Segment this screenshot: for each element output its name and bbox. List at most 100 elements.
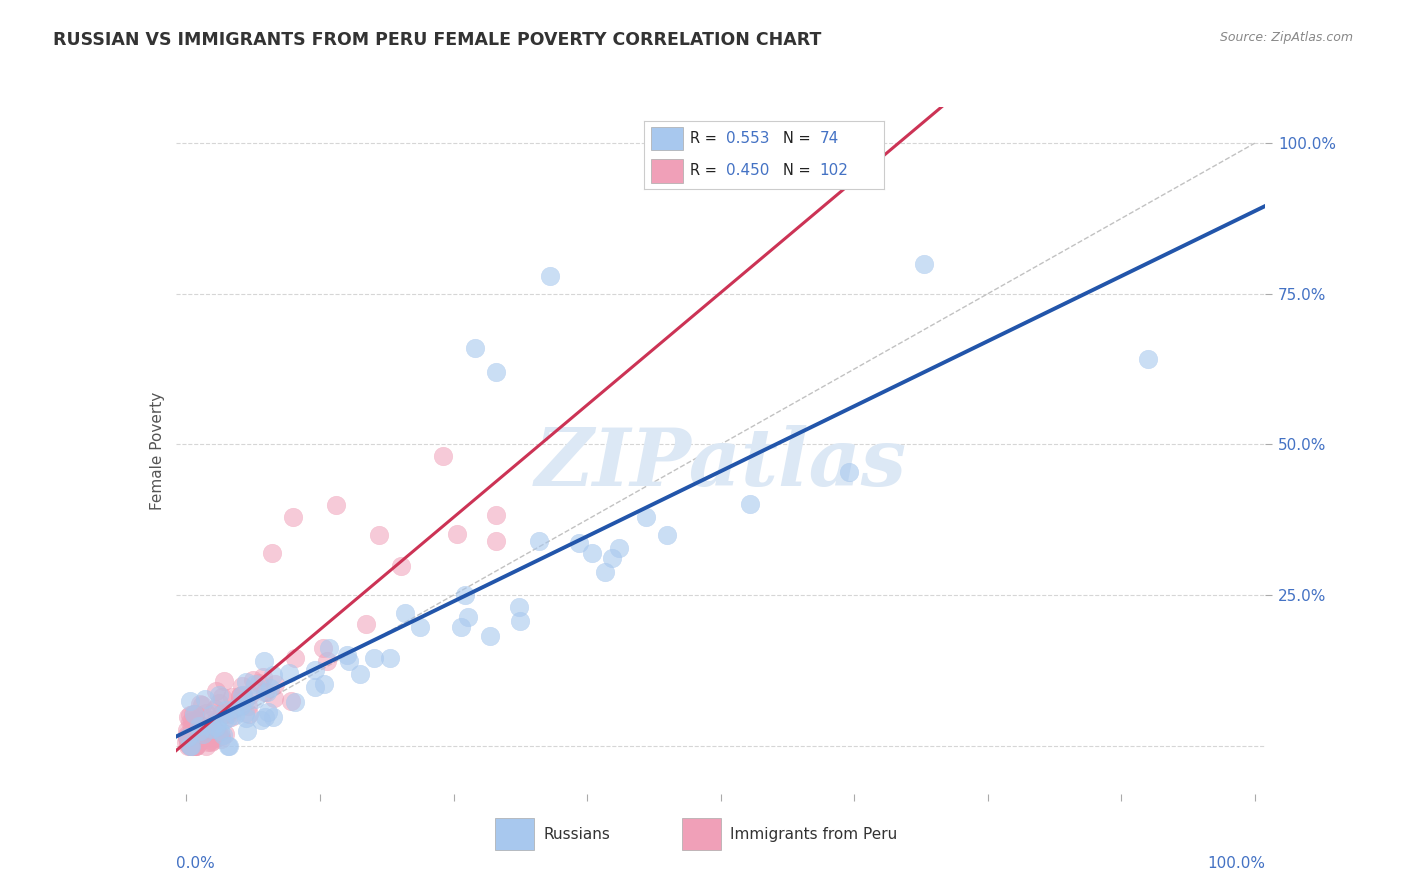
- Point: [204, 729, 226, 743]
- Point: [214, 727, 236, 741]
- Text: RUSSIAN VS IMMIGRANTS FROM PERU FEMALE POVERTY CORRELATION CHART: RUSSIAN VS IMMIGRANTS FROM PERU FEMALE P…: [53, 31, 821, 49]
- Point: [283, 509, 305, 524]
- Point: [179, 707, 201, 722]
- Point: [209, 729, 232, 743]
- Text: R =: R =: [690, 163, 717, 178]
- Point: [538, 268, 561, 283]
- Point: [181, 739, 204, 753]
- Point: [202, 723, 225, 738]
- Point: [242, 673, 264, 688]
- Point: [201, 734, 224, 748]
- Point: [188, 722, 211, 736]
- Point: [568, 536, 591, 550]
- Point: [212, 728, 235, 742]
- Point: [354, 616, 377, 631]
- Text: N =: N =: [783, 163, 811, 178]
- Point: [190, 724, 212, 739]
- Point: [432, 450, 454, 464]
- Text: N =: N =: [783, 131, 811, 146]
- Point: [177, 730, 200, 744]
- FancyBboxPatch shape: [651, 127, 683, 151]
- Point: [201, 707, 224, 722]
- Point: [184, 714, 207, 729]
- Point: [197, 723, 219, 737]
- Point: [229, 689, 252, 703]
- Point: [367, 528, 389, 542]
- Text: Immigrants from Peru: Immigrants from Peru: [730, 827, 897, 841]
- Point: [249, 713, 271, 727]
- Point: [204, 702, 226, 716]
- Point: [181, 719, 204, 733]
- Point: [204, 720, 226, 734]
- Point: [188, 719, 211, 733]
- Text: R =: R =: [690, 131, 717, 146]
- Point: [215, 703, 238, 717]
- Point: [233, 693, 256, 707]
- Point: [197, 735, 219, 749]
- Point: [284, 694, 307, 708]
- Point: [211, 690, 233, 704]
- Point: [201, 722, 224, 736]
- Text: 102: 102: [820, 163, 848, 178]
- Point: [593, 565, 616, 579]
- Point: [509, 614, 531, 628]
- Point: [181, 739, 204, 753]
- Point: [193, 720, 215, 734]
- Point: [454, 588, 477, 602]
- Point: [190, 697, 212, 711]
- Point: [634, 509, 657, 524]
- Point: [409, 620, 432, 634]
- Point: [224, 700, 246, 714]
- Point: [181, 732, 204, 747]
- Text: Source: ZipAtlas.com: Source: ZipAtlas.com: [1219, 31, 1353, 45]
- Point: [284, 651, 307, 665]
- Point: [181, 739, 204, 753]
- Point: [186, 739, 208, 753]
- Point: [200, 735, 222, 749]
- Point: [229, 689, 252, 703]
- Point: [200, 732, 222, 747]
- Point: [195, 739, 218, 753]
- Point: [304, 680, 326, 694]
- Point: [184, 739, 207, 753]
- Point: [262, 710, 284, 724]
- Point: [217, 711, 239, 725]
- Point: [485, 508, 508, 522]
- Point: [217, 739, 239, 753]
- Point: [179, 694, 201, 708]
- Point: [176, 730, 198, 744]
- Point: [180, 739, 202, 753]
- FancyBboxPatch shape: [651, 160, 683, 183]
- Point: [446, 526, 468, 541]
- Point: [389, 559, 412, 574]
- Point: [207, 696, 229, 710]
- Point: [201, 731, 224, 745]
- Point: [207, 715, 229, 730]
- Point: [177, 731, 200, 745]
- Point: [212, 674, 235, 689]
- Point: [235, 706, 257, 721]
- Point: [183, 729, 205, 743]
- Point: [204, 714, 226, 729]
- Point: [228, 694, 250, 708]
- Point: [181, 739, 204, 753]
- Point: [231, 688, 253, 702]
- Point: [194, 692, 217, 706]
- Point: [235, 711, 257, 725]
- Point: [207, 730, 229, 744]
- Point: [177, 738, 200, 752]
- Point: [191, 727, 214, 741]
- Point: [221, 690, 243, 704]
- Point: [179, 739, 201, 753]
- Point: [312, 677, 335, 691]
- Text: 100.0%: 100.0%: [1208, 855, 1265, 871]
- Point: [1136, 351, 1159, 366]
- Point: [257, 705, 280, 719]
- Point: [247, 676, 270, 690]
- Point: [198, 730, 221, 744]
- Point: [229, 699, 252, 714]
- Point: [336, 648, 359, 663]
- Point: [183, 739, 205, 753]
- Point: [394, 607, 416, 621]
- Point: [231, 679, 253, 693]
